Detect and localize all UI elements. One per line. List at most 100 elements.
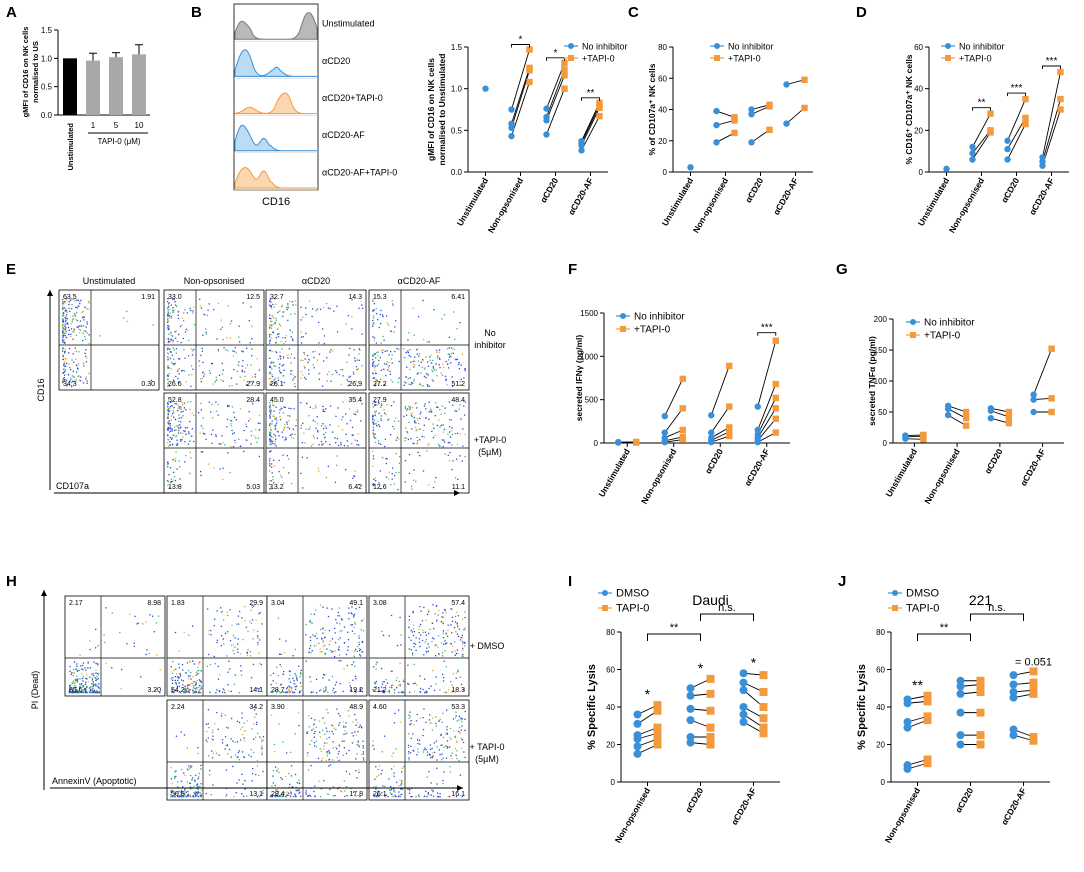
histogram-trace	[234, 124, 317, 152]
event-dot	[170, 401, 172, 404]
event-dot	[459, 433, 461, 435]
quadrant-ul-value: 2.24	[171, 704, 185, 711]
event-dot	[233, 368, 235, 371]
event-dot	[387, 366, 390, 369]
event-dot	[438, 720, 440, 722]
event-dot	[442, 779, 444, 782]
tapi-point	[962, 415, 970, 422]
event-dot	[269, 304, 271, 306]
event-dot	[218, 374, 221, 377]
event-dot	[200, 794, 202, 797]
event-dot	[167, 328, 169, 331]
event-dot	[312, 364, 314, 366]
event-dot	[269, 324, 271, 326]
event-dot	[271, 402, 274, 404]
event-dot	[269, 431, 271, 433]
event-dot	[331, 724, 334, 727]
event-dot	[64, 351, 66, 353]
event-dot	[282, 454, 284, 456]
event-dot	[178, 310, 180, 312]
event-dot	[324, 644, 326, 646]
event-dot	[443, 771, 445, 773]
no-inhibitor-point	[783, 81, 790, 88]
event-dot	[409, 349, 411, 351]
y-tick-label: 100	[874, 377, 888, 386]
event-dot	[182, 369, 184, 372]
event-dot	[455, 715, 457, 717]
event-dot	[269, 416, 271, 418]
pair-connector	[546, 88, 565, 135]
event-dot	[191, 779, 193, 781]
event-dot	[226, 655, 228, 657]
event-dot	[430, 410, 432, 412]
event-dot	[198, 772, 200, 775]
event-dot	[187, 795, 190, 797]
event-dot	[269, 383, 271, 386]
event-dot	[62, 341, 64, 344]
event-dot	[420, 691, 422, 693]
event-dot	[316, 308, 319, 310]
event-dot	[343, 740, 345, 742]
event-dot	[308, 373, 310, 375]
event-dot	[372, 325, 374, 328]
event-dot	[270, 683, 272, 686]
chart-title: Daudi	[692, 592, 729, 608]
event-dot	[300, 472, 302, 475]
event-dot	[284, 406, 286, 408]
event-dot	[246, 795, 248, 797]
event-dot	[275, 424, 277, 426]
event-dot	[436, 351, 438, 354]
quadrant-lr-value: 27.9	[246, 381, 260, 388]
event-dot	[328, 751, 330, 753]
event-dot	[284, 337, 286, 339]
x-category-label: Unstimulated	[455, 176, 491, 228]
event-dot	[409, 691, 411, 694]
event-dot	[75, 691, 77, 693]
event-dot	[432, 367, 435, 369]
event-dot	[275, 319, 277, 322]
event-dot	[446, 709, 448, 711]
y-arrow-label: CD16	[36, 378, 46, 401]
panel-label: H	[6, 573, 17, 590]
event-dot	[313, 613, 315, 615]
y-tick-label: 1500	[580, 309, 598, 318]
event-dot	[409, 368, 411, 371]
y-axis-label: % of CD107a⁺ NK cells	[647, 63, 657, 155]
event-dot	[344, 790, 346, 792]
event-dot	[300, 690, 302, 692]
event-dot	[312, 634, 314, 636]
event-dot	[338, 646, 340, 648]
event-dot	[273, 298, 276, 300]
event-dot	[374, 404, 376, 407]
event-dot	[269, 298, 272, 300]
event-dot	[410, 355, 412, 358]
pair-connector	[546, 75, 565, 121]
event-dot	[167, 307, 169, 309]
event-dot	[386, 350, 388, 352]
event-dot	[191, 435, 193, 437]
event-dot	[309, 619, 311, 622]
x-category-label: 1	[91, 121, 96, 130]
event-dot	[347, 384, 350, 387]
event-dot	[200, 402, 202, 405]
event-dot	[319, 372, 321, 374]
event-dot	[254, 376, 256, 378]
no-inhibitor-point	[1030, 396, 1037, 403]
event-dot	[190, 435, 192, 437]
event-dot	[178, 676, 180, 678]
event-dot	[279, 418, 282, 421]
event-dot	[69, 665, 71, 668]
event-dot	[378, 765, 381, 767]
event-dot	[453, 641, 456, 643]
event-dot	[82, 382, 85, 384]
event-dot	[439, 445, 441, 447]
event-dot	[428, 770, 430, 773]
event-dot	[189, 794, 191, 796]
event-dot	[348, 773, 351, 775]
event-dot	[319, 736, 322, 738]
event-dot	[77, 678, 79, 680]
event-dot	[391, 755, 393, 757]
event-dot	[171, 679, 174, 682]
histogram-row-label: αCD20-AF	[322, 130, 365, 140]
event-dot	[354, 621, 356, 624]
